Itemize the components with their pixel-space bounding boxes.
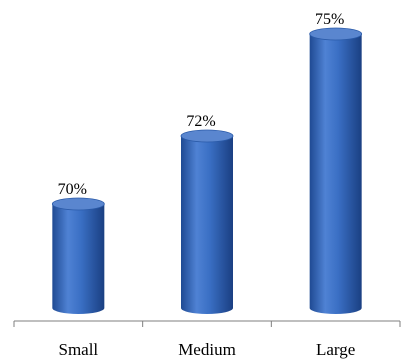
bar-large [309,27,363,314]
bar-body [309,34,362,314]
bar-top [309,27,363,41]
x-tick-label: Small [58,340,98,359]
data-label: 72% [186,113,215,130]
x-tick-label: Medium [178,340,236,359]
bar-medium [180,129,234,314]
bar-top [180,129,234,143]
bar-body [52,204,105,314]
data-labels: 70% 72% 75% [58,11,345,198]
data-label: 75% [315,11,344,28]
x-axis-ticks [13,321,401,327]
bar-body [181,136,233,314]
x-axis-labels: Small Medium Large [58,340,355,359]
bar-top [51,197,105,211]
data-label: 70% [58,181,87,198]
x-tick-label: Large [316,340,355,359]
bar-small [51,197,105,314]
bar-series [51,27,363,314]
